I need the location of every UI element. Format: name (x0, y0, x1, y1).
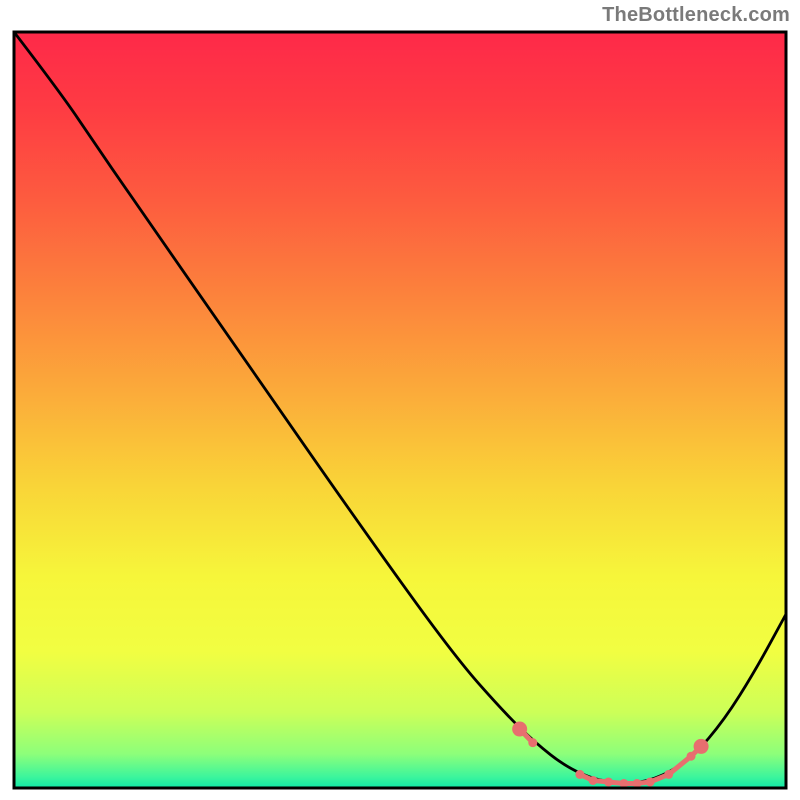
basin-marker (687, 752, 696, 761)
basin-marker (694, 739, 709, 754)
bottleneck-chart (0, 0, 800, 800)
basin-marker (512, 722, 527, 737)
basin-marker (575, 770, 584, 779)
basin-marker (604, 777, 613, 786)
basin-marker (528, 738, 537, 747)
basin-marker (646, 777, 655, 786)
gradient-background (14, 32, 786, 788)
attribution-text: TheBottleneck.com (602, 4, 790, 27)
basin-marker (589, 776, 598, 785)
basin-marker (664, 770, 673, 779)
